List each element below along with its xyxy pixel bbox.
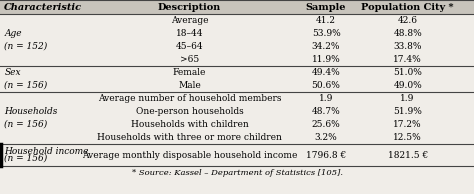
Text: 49.0%: 49.0%: [393, 81, 422, 90]
Text: 34.2%: 34.2%: [312, 42, 340, 51]
Text: (n = 156): (n = 156): [4, 120, 47, 129]
Text: Sex: Sex: [4, 68, 21, 77]
Text: 41.2: 41.2: [316, 16, 336, 25]
Text: Characteristic: Characteristic: [4, 3, 82, 11]
Text: 1.9: 1.9: [401, 94, 415, 103]
Text: One-person households: One-person households: [136, 107, 244, 116]
Text: 50.6%: 50.6%: [312, 81, 340, 90]
Text: 1796.8 €: 1796.8 €: [306, 151, 346, 159]
Text: 53.9%: 53.9%: [312, 29, 340, 38]
Text: 1.9: 1.9: [319, 94, 333, 103]
Text: >65: >65: [180, 55, 199, 64]
Text: Average number of household members: Average number of household members: [98, 94, 282, 103]
Text: 17.4%: 17.4%: [393, 55, 422, 64]
Text: 33.8%: 33.8%: [393, 42, 422, 51]
Text: Age: Age: [4, 29, 22, 38]
Text: Sample: Sample: [306, 3, 346, 11]
Text: Average monthly disposable household income: Average monthly disposable household inc…: [82, 151, 297, 159]
Text: 25.6%: 25.6%: [312, 120, 340, 129]
Text: 51.9%: 51.9%: [393, 107, 422, 116]
Text: 1821.5 €: 1821.5 €: [388, 151, 428, 159]
Text: 11.9%: 11.9%: [312, 55, 340, 64]
Text: Household income: Household income: [4, 147, 89, 156]
Text: (n = 156): (n = 156): [4, 81, 47, 90]
Text: 48.7%: 48.7%: [312, 107, 340, 116]
Text: Male: Male: [178, 81, 201, 90]
Text: 18–44: 18–44: [176, 29, 203, 38]
Text: 12.5%: 12.5%: [393, 133, 422, 142]
Text: Average: Average: [171, 16, 209, 25]
Text: Households with children: Households with children: [131, 120, 248, 129]
Text: 51.0%: 51.0%: [393, 68, 422, 77]
Text: Female: Female: [173, 68, 206, 77]
Text: 3.2%: 3.2%: [315, 133, 337, 142]
Text: * Source: Kassel – Department of Statistics [105].: * Source: Kassel – Department of Statist…: [131, 169, 343, 177]
Text: (n = 156): (n = 156): [4, 154, 47, 163]
Text: 49.4%: 49.4%: [312, 68, 340, 77]
Text: 42.6: 42.6: [398, 16, 418, 25]
Text: 17.2%: 17.2%: [393, 120, 422, 129]
Text: Population City *: Population City *: [361, 3, 454, 11]
Text: Households: Households: [4, 107, 58, 116]
Bar: [0, 0, 474, 14]
Text: Description: Description: [158, 3, 221, 11]
Text: Households with three or more children: Households with three or more children: [97, 133, 282, 142]
Text: (n = 152): (n = 152): [4, 42, 47, 51]
Text: 45–64: 45–64: [176, 42, 203, 51]
Text: 48.8%: 48.8%: [393, 29, 422, 38]
